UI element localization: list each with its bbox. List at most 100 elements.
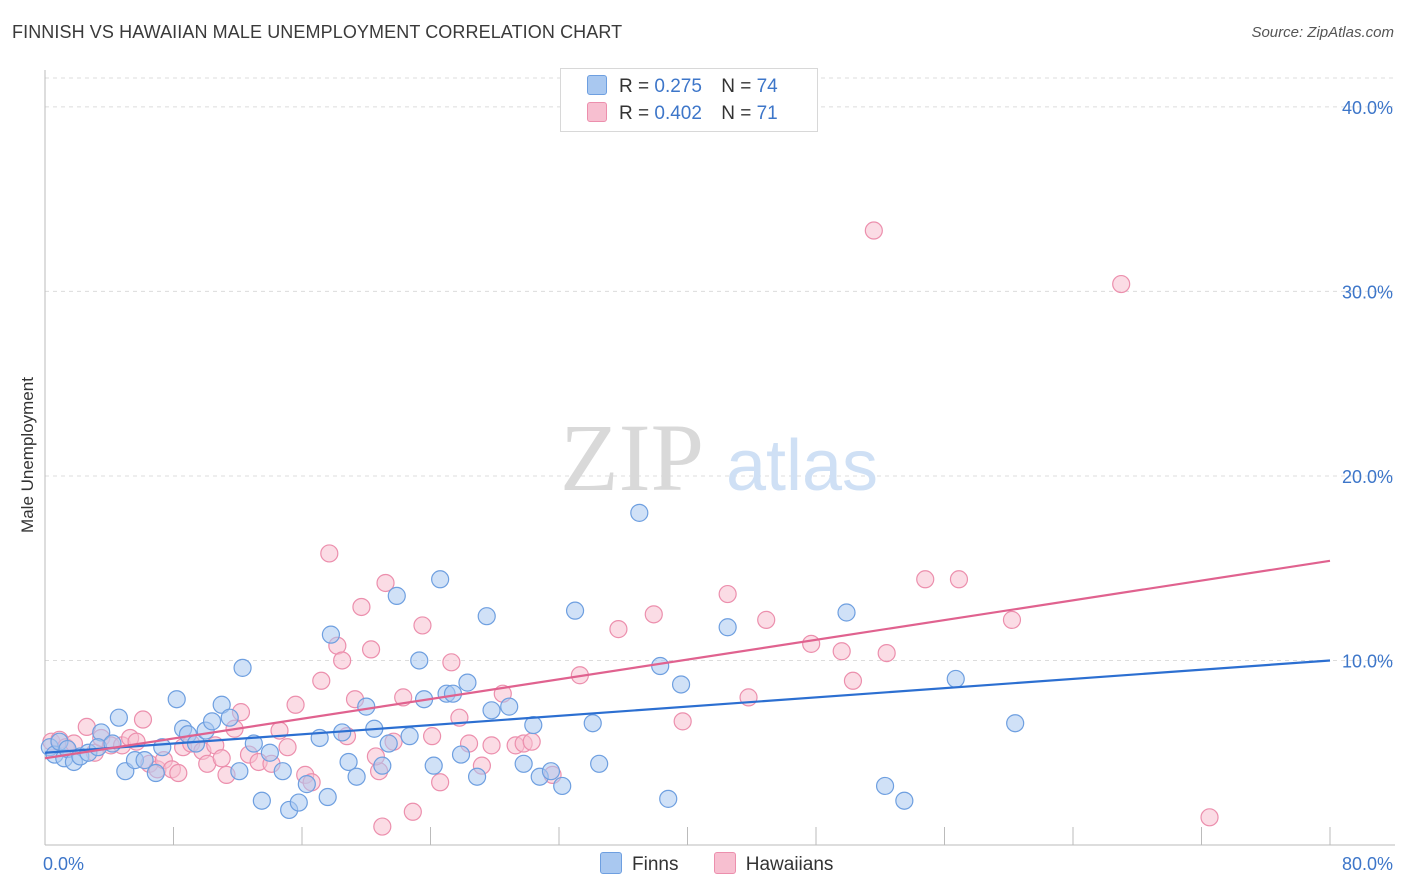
hawaiians-point — [757, 610, 776, 629]
bottom-legend-hawaiians: Hawaiians — [713, 852, 834, 876]
hawaiians-point — [352, 597, 371, 617]
finns-points — [40, 503, 1025, 820]
hawaiians-point — [644, 605, 663, 624]
legend-n-value-hawaiians: 71 — [756, 103, 778, 124]
bottom-legend-finns: Finns — [600, 852, 678, 876]
finns-point — [135, 751, 154, 770]
finns-point — [477, 607, 496, 626]
finns-point — [400, 727, 419, 746]
finns-point — [146, 763, 165, 783]
finns-point — [837, 603, 856, 622]
finns-trend-line — [44, 659, 1331, 754]
finns-point — [410, 651, 429, 670]
finns-swatch — [587, 75, 607, 95]
hawaiians-point — [361, 640, 381, 659]
hawaiians-trend-line — [44, 559, 1331, 760]
watermark: ZIP atlas — [560, 404, 878, 511]
hawaiians-point — [718, 584, 737, 604]
finns-point — [651, 656, 670, 676]
finns-point — [946, 669, 965, 689]
hawaiians-point — [312, 671, 331, 690]
legend-r-label: R = — [619, 103, 650, 124]
hawaiians-point — [832, 642, 851, 661]
hawaiians-legend-swatch — [713, 852, 736, 874]
hawaiians-point — [169, 763, 188, 783]
finns-point — [565, 601, 585, 620]
legend-n-label: N = — [721, 76, 752, 97]
legend-r-label: R = — [619, 76, 650, 97]
chart-title: FINNISH VS HAWAIIAN MALE UNEMPLOYMENT CO… — [12, 22, 623, 42]
finns-point — [467, 767, 487, 786]
watermark-atlas: atlas — [726, 426, 878, 506]
hawaiians-point — [333, 651, 352, 670]
source-label: Source: ZipAtlas.com — [1251, 24, 1394, 41]
y-tick-label: 30.0% — [1342, 282, 1393, 302]
watermark-zip: ZIP — [560, 404, 704, 511]
y-tick-label: 10.0% — [1342, 651, 1393, 671]
hawaiians-point — [320, 544, 339, 563]
hawaiians-point — [916, 570, 935, 589]
finns-point — [321, 625, 341, 644]
hawaiians-point — [133, 710, 153, 729]
legend-n-label: N = — [721, 103, 752, 124]
finns-point — [630, 503, 649, 522]
finns-point — [553, 776, 572, 796]
hawaiians-point — [1200, 808, 1219, 827]
hawaiians-point — [376, 573, 395, 593]
legend-r-value-finns: 0.275 — [654, 76, 702, 97]
finns-point — [524, 715, 543, 735]
finns-point — [514, 754, 533, 773]
finns-point — [895, 791, 914, 810]
hawaiians-point — [431, 773, 450, 792]
grid — [45, 77, 1395, 661]
hawaiians-swatch — [587, 102, 607, 122]
legend-r-value-hawaiians: 0.402 — [654, 103, 702, 124]
finns-point — [482, 701, 501, 720]
finns-point — [451, 745, 471, 764]
finns-legend-label: Finns — [632, 854, 679, 875]
finns-point — [583, 714, 602, 733]
hawaiians-point — [286, 695, 305, 714]
finns-point — [875, 776, 895, 796]
finns-point — [379, 734, 398, 753]
finns-point — [202, 712, 222, 731]
hawaiians-point — [413, 616, 432, 635]
finns-point — [230, 762, 249, 781]
finns-point — [373, 756, 392, 775]
finns-point — [297, 775, 316, 794]
hawaiians-legend-label: Hawaiians — [745, 854, 834, 875]
finns-point — [500, 697, 519, 716]
finns-point — [590, 754, 609, 773]
hawaiians-point — [423, 727, 442, 746]
finns-point — [458, 673, 477, 692]
finns-point — [339, 752, 358, 772]
legend: R = 0.275 N = 74 R = 0.402 N = 71 — [560, 68, 818, 132]
trend-lines — [44, 559, 1331, 760]
finns-point — [347, 767, 366, 786]
hawaiians-point — [864, 221, 883, 240]
finns-point — [289, 793, 308, 812]
axes — [44, 70, 1395, 846]
finns-point — [233, 658, 252, 677]
finns-point — [318, 787, 337, 807]
finns-point — [252, 791, 271, 810]
finns-point — [541, 762, 561, 781]
finns-legend-swatch — [600, 852, 622, 874]
finns-point — [357, 697, 376, 716]
hawaiians-point — [1112, 274, 1131, 294]
finns-point — [387, 586, 406, 605]
finns-point — [1006, 714, 1025, 733]
tick-labels: 10.0% 20.0% 30.0% 40.0% 0.0% 80.0% — [43, 98, 1393, 874]
x-tick-label: 0.0% — [43, 854, 84, 874]
hawaiians-point — [843, 671, 863, 690]
hawaiians-point — [482, 736, 501, 755]
finns-point — [431, 570, 450, 589]
finns-point — [167, 690, 186, 709]
hawaiians-point — [877, 643, 896, 663]
hawaiians-point — [1002, 610, 1022, 629]
hawaiians-point — [949, 570, 969, 589]
y-tick-label: 40.0% — [1342, 98, 1393, 118]
hawaiians-point — [802, 634, 821, 653]
finns-point — [220, 708, 239, 727]
hawaiians-point — [609, 620, 628, 639]
